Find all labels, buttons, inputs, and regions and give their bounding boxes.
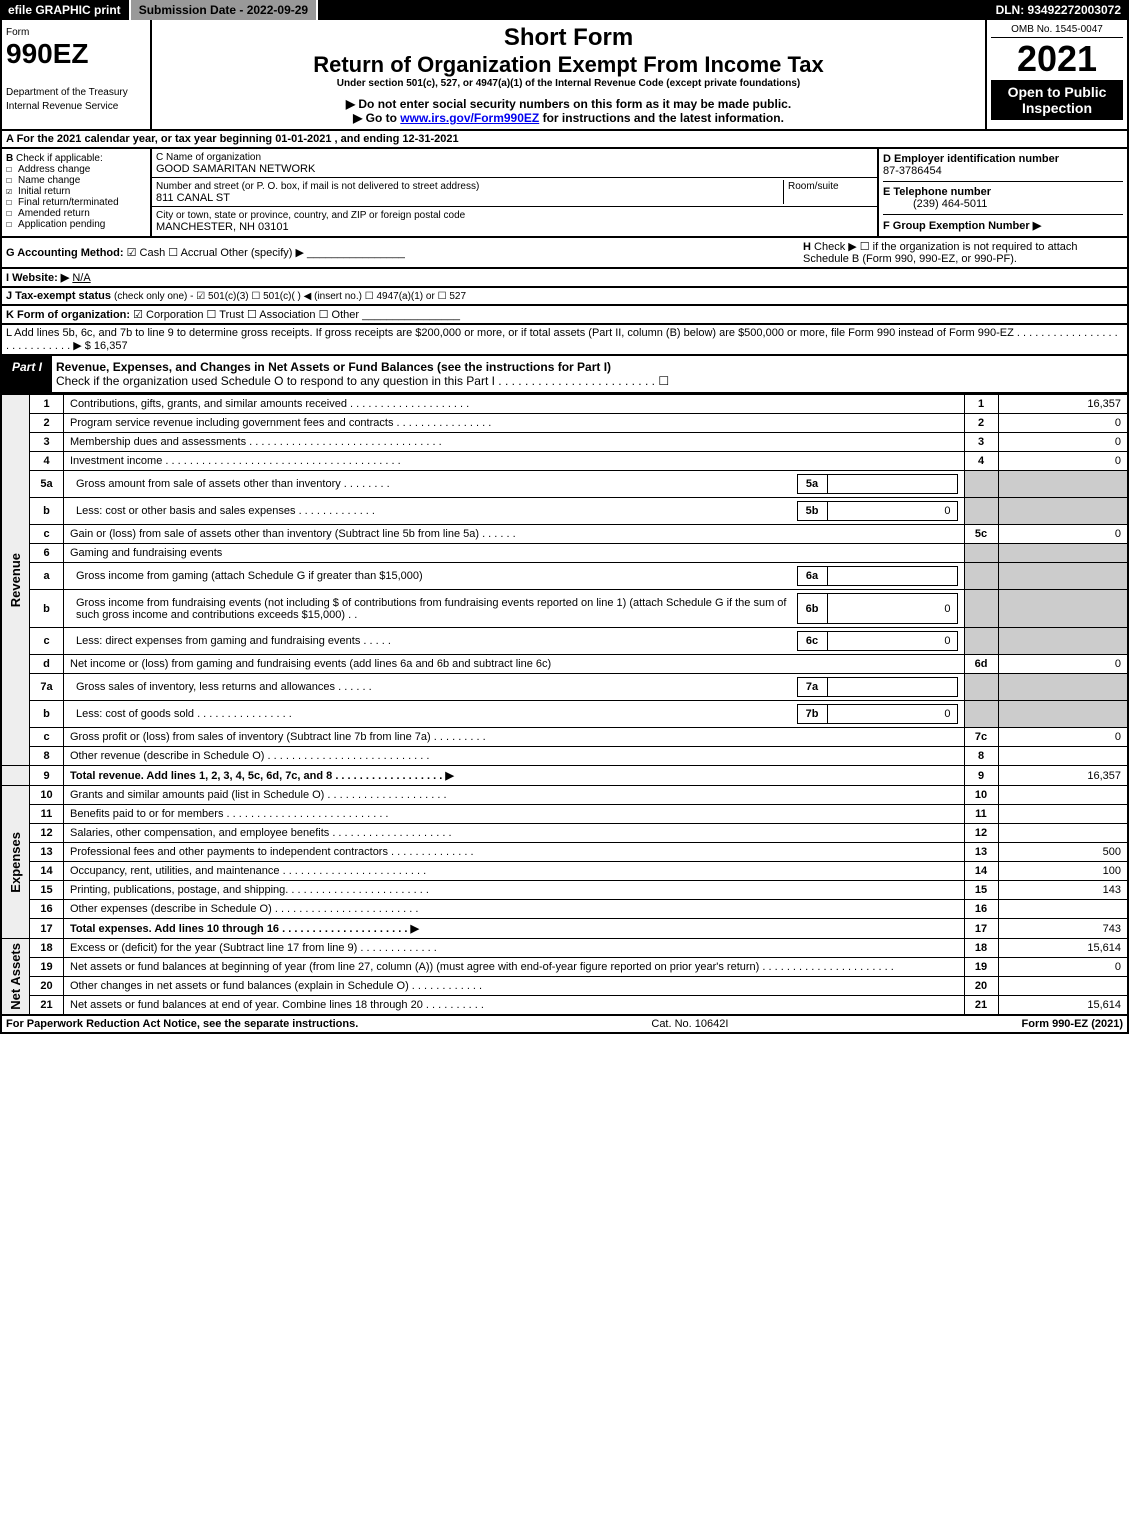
bullet-2-pre: ▶ Go to: [353, 111, 400, 125]
footer-center: Cat. No. 10642I: [358, 1018, 1021, 1030]
irs-label: Internal Revenue Service: [6, 101, 118, 112]
footer-left: For Paperwork Reduction Act Notice, see …: [6, 1018, 358, 1030]
header-info-block: B Check if applicable: ☐ Address change …: [0, 149, 1129, 238]
j-label: J Tax-exempt status: [6, 290, 111, 302]
check-name-change[interactable]: ☐: [6, 175, 18, 186]
room-label: Room/suite: [788, 181, 839, 192]
i-label: I Website: ▶: [6, 272, 69, 284]
revenue-label: Revenue: [8, 553, 23, 607]
k-label: K Form of organization:: [6, 309, 130, 321]
g-other[interactable]: Other (specify) ▶: [220, 247, 304, 259]
footer-right: Form 990-EZ (2021): [1022, 1018, 1123, 1030]
e-label: E Telephone number: [883, 186, 991, 198]
part-1-tag: Part I: [2, 356, 52, 392]
netassets-label: Net Assets: [8, 943, 23, 1010]
page-footer: For Paperwork Reduction Act Notice, see …: [0, 1016, 1129, 1034]
k-text: ☑ Corporation ☐ Trust ☐ Association ☐ Ot…: [133, 309, 359, 321]
lines-table: Revenue 1Contributions, gifts, grants, a…: [0, 394, 1129, 1016]
ein-value: 87-3786454: [883, 165, 942, 177]
check-initial-return[interactable]: ☑: [6, 186, 18, 197]
under-section: Under section 501(c), 527, or 4947(a)(1)…: [156, 78, 981, 89]
top-bar: efile GRAPHIC print Submission Date - 20…: [0, 0, 1129, 20]
expenses-label: Expenses: [8, 832, 23, 893]
form-title: Short Form: [156, 24, 981, 52]
d-label: D Employer identification number: [883, 153, 1059, 165]
form-header: Form 990EZ Department of the Treasury In…: [0, 20, 1129, 131]
b-letter: B: [6, 153, 13, 164]
omb-number: OMB No. 1545-0047: [991, 24, 1123, 38]
part-1-title: Revenue, Expenses, and Changes in Net As…: [56, 360, 611, 374]
dln-label: DLN: 93492272003072: [988, 0, 1129, 20]
submission-date: Submission Date - 2022-09-29: [131, 0, 318, 20]
irs-link[interactable]: www.irs.gov/Form990EZ: [400, 111, 539, 125]
form-main-title: Return of Organization Exempt From Incom…: [156, 52, 981, 78]
addr-label: Number and street (or P. O. box, if mail…: [156, 181, 479, 192]
check-final-return[interactable]: ☐: [6, 197, 18, 208]
h-text: Check ▶ ☐ if the organization is not req…: [803, 241, 1078, 265]
open-public: Open to Public Inspection: [991, 80, 1123, 120]
phone-value: (239) 464-5011: [883, 198, 987, 210]
check-application-pending[interactable]: ☐: [6, 219, 18, 230]
form-number: 990EZ: [6, 38, 89, 69]
line-l: L Add lines 5b, 6c, and 7b to line 9 to …: [0, 325, 1129, 356]
g-cash[interactable]: ☑ Cash: [127, 247, 166, 259]
org-name: GOOD SAMARITAN NETWORK: [156, 163, 315, 175]
g-accrual[interactable]: ☐ Accrual: [168, 247, 217, 259]
h-label: H: [803, 241, 811, 253]
b-label: Check if applicable:: [16, 153, 103, 164]
form-word: Form: [6, 27, 29, 38]
city-state-zip: MANCHESTER, NH 03101: [156, 221, 289, 233]
line-k: K Form of organization: ☑ Corporation ☐ …: [0, 306, 1129, 325]
efile-label: efile GRAPHIC print: [0, 0, 131, 20]
street-address: 811 CANAL ST: [156, 192, 230, 204]
f-label: F Group Exemption Number ▶: [883, 220, 1041, 232]
bullet-1: ▶ Do not enter social security numbers o…: [156, 97, 981, 111]
bullet-2-post: for instructions and the latest informat…: [539, 111, 784, 125]
check-amended-return[interactable]: ☐: [6, 208, 18, 219]
line-i: I Website: ▶ N/A: [0, 269, 1129, 288]
dept-label: Department of the Treasury: [6, 87, 128, 98]
line-a: A For the 2021 calendar year, or tax yea…: [0, 131, 1129, 149]
j-text: (check only one) - ☑ 501(c)(3) ☐ 501(c)(…: [114, 291, 466, 302]
website-value: N/A: [72, 272, 90, 284]
g-label: G Accounting Method:: [6, 247, 124, 259]
part-1-check: Check if the organization used Schedule …: [56, 374, 669, 388]
line-g-h: G Accounting Method: ☑ Cash ☐ Accrual Ot…: [0, 238, 1129, 269]
c-label: C Name of organization: [156, 152, 261, 163]
line-j: J Tax-exempt status (check only one) - ☑…: [0, 288, 1129, 306]
part-1-header: Part I Revenue, Expenses, and Changes in…: [0, 356, 1129, 394]
city-label: City or town, state or province, country…: [156, 210, 465, 221]
check-address-change[interactable]: ☐: [6, 164, 18, 175]
tax-year: 2021: [991, 38, 1123, 80]
